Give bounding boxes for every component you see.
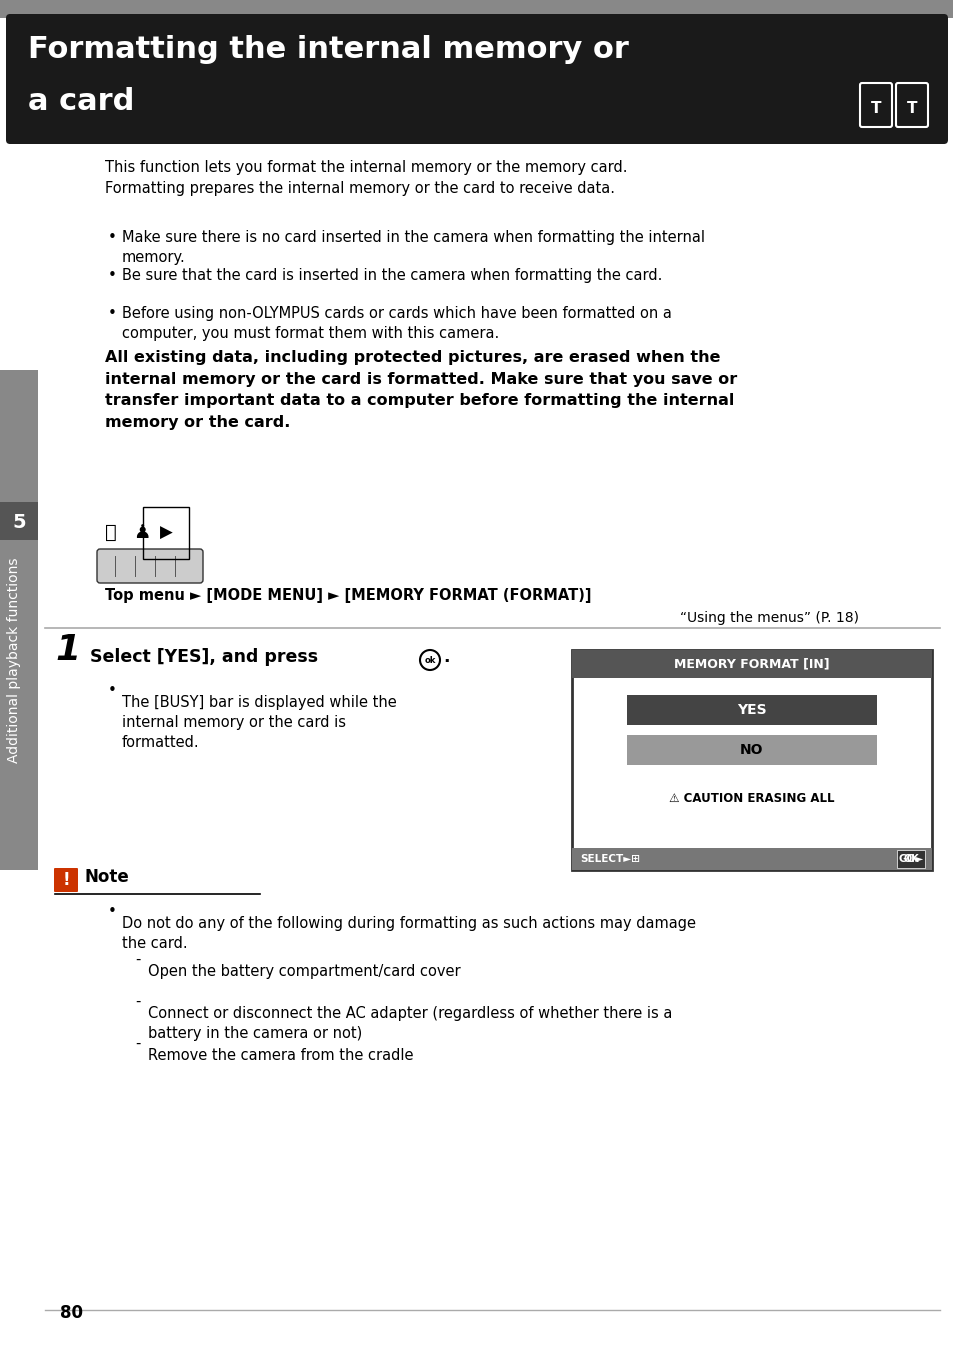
Text: ♟: ♟ xyxy=(132,522,151,541)
Text: All existing data, including protected pictures, are erased when the
internal me: All existing data, including protected p… xyxy=(105,350,737,430)
Text: MEMORY FORMAT [IN]: MEMORY FORMAT [IN] xyxy=(674,658,829,670)
Text: NO: NO xyxy=(740,744,763,757)
Text: Before using non-OLYMPUS cards or cards which have been formatted on a
computer,: Before using non-OLYMPUS cards or cards … xyxy=(122,305,671,341)
Text: •: • xyxy=(108,267,117,284)
Text: -: - xyxy=(135,993,140,1010)
Text: Connect or disconnect the AC adapter (regardless of whether there is a
battery i: Connect or disconnect the AC adapter (re… xyxy=(148,1006,672,1041)
FancyBboxPatch shape xyxy=(0,502,38,540)
FancyBboxPatch shape xyxy=(572,650,931,870)
Text: a card: a card xyxy=(28,87,134,115)
Text: -: - xyxy=(135,1035,140,1052)
Text: 1: 1 xyxy=(55,632,80,668)
Bar xyxy=(626,695,876,725)
FancyBboxPatch shape xyxy=(0,0,953,18)
Text: -: - xyxy=(135,953,140,968)
Text: SELECT►⊞: SELECT►⊞ xyxy=(579,854,639,864)
Text: .: . xyxy=(442,649,449,666)
Bar xyxy=(896,849,924,868)
Text: Select [YES], and press: Select [YES], and press xyxy=(90,649,317,666)
Text: ok: ok xyxy=(424,655,436,665)
Text: Open the battery compartment/card cover: Open the battery compartment/card cover xyxy=(148,963,460,978)
Text: •: • xyxy=(108,683,117,697)
Text: Make sure there is no card inserted in the camera when formatting the internal
m: Make sure there is no card inserted in t… xyxy=(122,229,704,265)
Text: GO►: GO► xyxy=(898,854,923,864)
Text: OK: OK xyxy=(902,854,918,864)
Text: YES: YES xyxy=(737,703,766,716)
Text: ⚠ CAUTION ERASING ALL: ⚠ CAUTION ERASING ALL xyxy=(669,791,834,805)
Text: 5: 5 xyxy=(12,513,26,532)
Text: !: ! xyxy=(62,871,70,889)
Bar xyxy=(626,735,876,765)
Text: ▶: ▶ xyxy=(160,524,172,541)
Text: •: • xyxy=(108,904,117,919)
FancyBboxPatch shape xyxy=(0,370,38,870)
Text: Do not do any of the following during formatting as such actions may damage
the : Do not do any of the following during fo… xyxy=(122,916,696,951)
FancyBboxPatch shape xyxy=(97,550,203,584)
Bar xyxy=(572,650,931,678)
Text: Be sure that the card is inserted in the camera when formatting the card.: Be sure that the card is inserted in the… xyxy=(122,267,661,284)
Text: ⬛: ⬛ xyxy=(105,522,116,541)
Text: This function lets you format the internal memory or the memory card.
Formatting: This function lets you format the intern… xyxy=(105,160,627,195)
Text: T: T xyxy=(870,100,881,115)
FancyBboxPatch shape xyxy=(6,14,947,144)
Text: 80: 80 xyxy=(60,1304,83,1322)
Text: Additional playback functions: Additional playback functions xyxy=(7,558,21,763)
Text: •: • xyxy=(108,305,117,322)
Text: •: • xyxy=(108,229,117,246)
Text: Top menu ► [MODE MENU] ► [MEMORY FORMAT (FORMAT)]: Top menu ► [MODE MENU] ► [MEMORY FORMAT … xyxy=(105,588,591,603)
Text: Formatting the internal memory or: Formatting the internal memory or xyxy=(28,35,628,64)
FancyBboxPatch shape xyxy=(54,868,78,892)
Bar xyxy=(572,848,931,870)
Text: Remove the camera from the cradle: Remove the camera from the cradle xyxy=(148,1048,413,1063)
Text: T: T xyxy=(905,100,916,115)
Text: “Using the menus” (P. 18): “Using the menus” (P. 18) xyxy=(679,611,858,626)
Text: Note: Note xyxy=(85,868,130,886)
Text: The [BUSY] bar is displayed while the
internal memory or the card is
formatted.: The [BUSY] bar is displayed while the in… xyxy=(122,695,396,749)
